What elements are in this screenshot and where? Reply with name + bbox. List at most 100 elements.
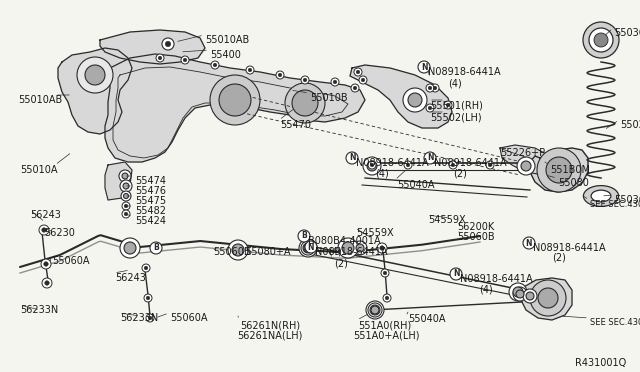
Text: N08918-6441A: N08918-6441A	[460, 274, 532, 284]
Circle shape	[210, 75, 260, 125]
Circle shape	[45, 281, 49, 285]
Polygon shape	[105, 162, 132, 200]
Circle shape	[123, 183, 129, 189]
Circle shape	[120, 238, 140, 258]
Circle shape	[428, 86, 432, 90]
Text: (2): (2)	[334, 258, 348, 268]
Text: (4): (4)	[328, 247, 342, 257]
Polygon shape	[350, 65, 452, 128]
Text: B: B	[301, 231, 307, 241]
Circle shape	[77, 57, 113, 93]
Circle shape	[403, 88, 427, 112]
Text: 56243: 56243	[115, 273, 146, 283]
Polygon shape	[500, 145, 552, 174]
Text: 55424: 55424	[135, 216, 166, 226]
Circle shape	[42, 228, 46, 232]
Circle shape	[144, 294, 152, 302]
Circle shape	[298, 230, 310, 242]
Circle shape	[546, 157, 572, 183]
Circle shape	[356, 70, 360, 74]
Text: N08918-6441A: N08918-6441A	[428, 67, 500, 77]
Text: 55010A: 55010A	[20, 165, 58, 175]
Circle shape	[142, 264, 150, 272]
Text: 55502(LH): 55502(LH)	[430, 112, 482, 122]
Circle shape	[158, 56, 162, 60]
Text: N08918-6441A: N08918-6441A	[315, 247, 388, 257]
Text: 56261NA(LH): 56261NA(LH)	[237, 331, 302, 341]
Circle shape	[119, 170, 131, 182]
Circle shape	[523, 237, 535, 249]
Circle shape	[380, 246, 384, 250]
Circle shape	[406, 163, 410, 167]
Text: 55482: 55482	[135, 206, 166, 216]
Circle shape	[248, 68, 252, 72]
Circle shape	[449, 161, 457, 169]
Text: 55040A: 55040A	[397, 180, 435, 190]
Polygon shape	[100, 30, 205, 64]
Text: 55474: 55474	[135, 176, 166, 186]
Circle shape	[301, 241, 315, 255]
Circle shape	[446, 103, 450, 107]
Text: 551A0+A(LH): 551A0+A(LH)	[353, 331, 419, 341]
Text: 56261N(RH): 56261N(RH)	[240, 320, 300, 330]
Circle shape	[530, 280, 566, 316]
Text: N: N	[349, 154, 355, 163]
Circle shape	[363, 157, 381, 175]
Text: N: N	[420, 62, 428, 71]
Circle shape	[370, 305, 380, 315]
Circle shape	[285, 83, 325, 123]
Circle shape	[516, 290, 524, 298]
Circle shape	[486, 161, 494, 169]
Text: 551A0(RH): 551A0(RH)	[358, 320, 412, 330]
Circle shape	[488, 163, 492, 167]
Circle shape	[162, 38, 174, 50]
Circle shape	[124, 204, 128, 208]
Circle shape	[303, 78, 307, 82]
Ellipse shape	[584, 186, 619, 206]
Polygon shape	[520, 278, 572, 320]
Circle shape	[333, 80, 337, 84]
Circle shape	[583, 22, 619, 58]
Circle shape	[305, 241, 317, 253]
Text: 54559X: 54559X	[428, 215, 466, 225]
Circle shape	[589, 28, 613, 52]
Circle shape	[148, 316, 152, 320]
Circle shape	[433, 86, 437, 90]
Text: 55010AB: 55010AB	[205, 35, 249, 45]
Circle shape	[509, 283, 527, 301]
Circle shape	[408, 93, 422, 107]
Circle shape	[594, 33, 608, 47]
Text: SEE SEC.430: SEE SEC.430	[590, 318, 640, 327]
Circle shape	[124, 212, 128, 216]
Polygon shape	[105, 54, 365, 162]
Circle shape	[444, 101, 452, 109]
Text: N08918-6441A: N08918-6441A	[434, 158, 507, 168]
Text: 55080: 55080	[558, 178, 589, 188]
Circle shape	[122, 202, 130, 210]
Circle shape	[276, 71, 284, 79]
Text: N08918-6441A: N08918-6441A	[356, 158, 429, 168]
Text: B: B	[153, 244, 159, 253]
Circle shape	[120, 180, 132, 192]
Circle shape	[383, 271, 387, 275]
Circle shape	[124, 242, 136, 254]
Circle shape	[213, 63, 217, 67]
Circle shape	[121, 191, 131, 201]
Circle shape	[303, 243, 313, 253]
Text: N08918-6441A: N08918-6441A	[533, 243, 605, 253]
Text: (4): (4)	[448, 78, 461, 88]
Text: 55476: 55476	[135, 186, 166, 196]
Circle shape	[39, 225, 49, 235]
Text: 56233N: 56233N	[120, 313, 158, 323]
Text: 55475: 55475	[135, 196, 166, 206]
Circle shape	[351, 84, 359, 92]
Text: 56230: 56230	[44, 228, 75, 238]
Circle shape	[232, 244, 244, 256]
Circle shape	[278, 73, 282, 77]
Circle shape	[418, 61, 430, 73]
Circle shape	[370, 163, 374, 167]
Circle shape	[517, 157, 535, 175]
Text: 55060B: 55060B	[213, 247, 251, 257]
Text: 55036P: 55036P	[614, 28, 640, 38]
Circle shape	[366, 301, 384, 319]
